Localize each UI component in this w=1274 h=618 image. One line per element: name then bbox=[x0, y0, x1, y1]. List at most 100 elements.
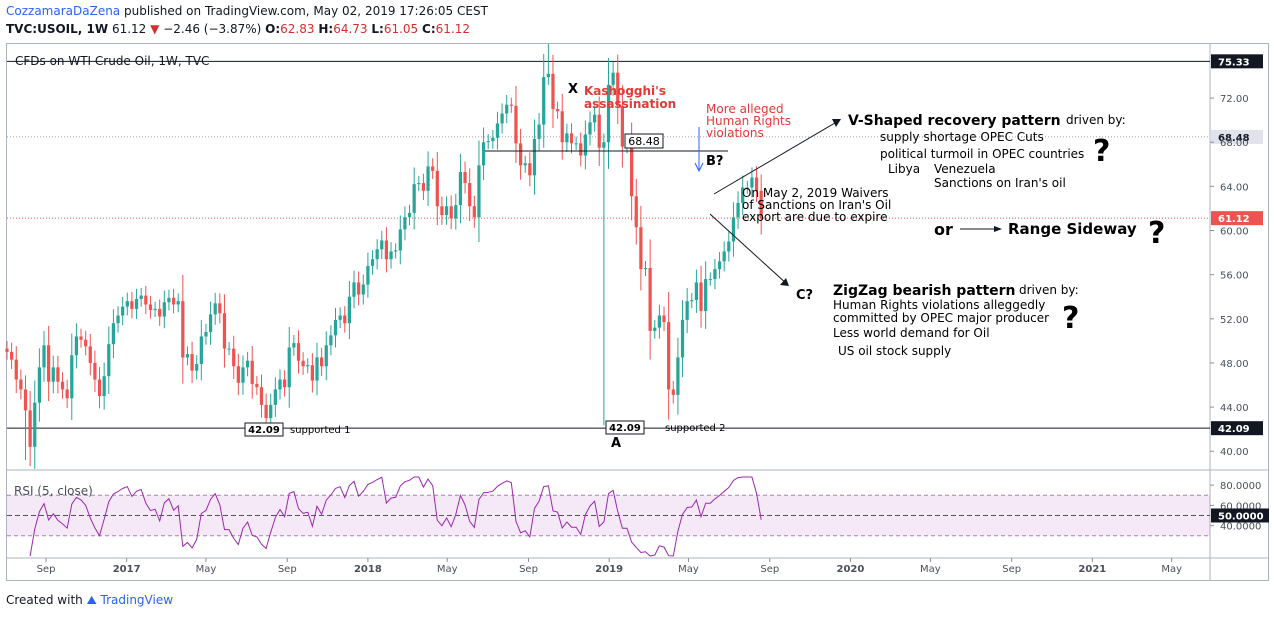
candle-body bbox=[176, 301, 180, 305]
candle-body bbox=[542, 77, 546, 125]
candle-body bbox=[630, 146, 634, 197]
candle-body bbox=[667, 322, 671, 390]
price-tick-label: 68.00 bbox=[1220, 138, 1249, 149]
candle-body bbox=[616, 72, 620, 106]
candle-body bbox=[28, 410, 32, 447]
candle-body bbox=[292, 343, 296, 348]
candle-body bbox=[264, 404, 268, 419]
candle-body bbox=[671, 389, 675, 395]
candle-body bbox=[583, 134, 587, 156]
candle-body bbox=[569, 133, 574, 144]
candle-body bbox=[708, 279, 712, 281]
candle-body bbox=[417, 183, 421, 185]
candle-body bbox=[523, 163, 527, 166]
candle-series bbox=[5, 44, 763, 469]
candle-body bbox=[195, 364, 199, 371]
support-1-value: 42.09 bbox=[248, 425, 280, 436]
candle-body bbox=[121, 306, 125, 316]
level-tag-text-61.12: 61.12 bbox=[1218, 214, 1250, 225]
candle-body bbox=[579, 143, 583, 156]
candle-body bbox=[375, 249, 379, 260]
kashogghi-label-2: assassination bbox=[584, 97, 676, 111]
candle-body bbox=[750, 177, 754, 188]
down-arrow-icon: ▼ bbox=[150, 22, 160, 36]
candle-body bbox=[491, 137, 495, 142]
candle-body bbox=[74, 336, 79, 356]
candle-body bbox=[343, 315, 347, 324]
candle-body bbox=[361, 284, 365, 295]
created-with-text: Created with bbox=[6, 593, 83, 607]
candle-body bbox=[421, 183, 426, 191]
candle-body bbox=[352, 282, 356, 297]
candle-body bbox=[111, 323, 116, 345]
time-tick-label: Sep bbox=[278, 564, 297, 575]
price-axis[interactable]: 72.00 68.00 64.00 60.00 56.00 52.00 48.00 44.00… bbox=[1210, 94, 1249, 458]
candle-body bbox=[37, 367, 42, 403]
zigzag-reason-3: Less world demand for Oil bbox=[833, 326, 990, 340]
candle-body bbox=[171, 297, 176, 305]
close-value: 61.12 bbox=[435, 22, 470, 36]
candle-body bbox=[181, 301, 185, 358]
candle-body bbox=[320, 357, 324, 367]
time-axis[interactable]: Sep 2017 May Sep 2018 May Sep 2019 May Sep 2020 May… bbox=[37, 558, 1183, 575]
v-shape-arrow[interactable] bbox=[713, 119, 841, 195]
candle-body bbox=[662, 315, 666, 323]
time-tick-label: May bbox=[920, 564, 941, 575]
time-tick-label: 2020 bbox=[837, 564, 865, 575]
candle-body bbox=[560, 111, 564, 143]
candle-body bbox=[597, 114, 601, 148]
publish-info: CozzamaraDaZena published on TradingView… bbox=[6, 4, 488, 18]
candle-body bbox=[14, 359, 18, 380]
candle-body bbox=[676, 357, 680, 395]
v-shape-arrow-head bbox=[832, 119, 841, 127]
candle-body bbox=[412, 184, 416, 213]
candle-body bbox=[514, 105, 518, 144]
candle-body bbox=[458, 172, 463, 206]
price-tick-label: 56.00 bbox=[1220, 271, 1249, 282]
publish-text: published on TradingView.com, May 02, 20… bbox=[124, 4, 488, 18]
candle-body bbox=[713, 269, 717, 280]
candle-body bbox=[134, 298, 139, 309]
candle-body bbox=[454, 205, 458, 219]
candle-body bbox=[754, 177, 759, 191]
price-tick-label: 72.00 bbox=[1220, 94, 1249, 105]
candle-body bbox=[306, 365, 310, 367]
candle-body bbox=[236, 366, 240, 383]
candle-body bbox=[144, 295, 148, 305]
tradingview-brand[interactable]: TradingView bbox=[100, 593, 174, 607]
candle-body bbox=[643, 268, 648, 270]
candle-body bbox=[505, 104, 509, 114]
candle-body bbox=[185, 354, 190, 358]
level-6848-label: 68.48 bbox=[628, 135, 660, 148]
candle-body bbox=[565, 133, 569, 143]
price-change: −2.46 (−3.87%) bbox=[163, 22, 262, 36]
candle-body bbox=[398, 229, 402, 251]
level-tag-68.48 bbox=[1211, 129, 1263, 144]
candle-body bbox=[736, 202, 740, 218]
candle-body bbox=[449, 206, 453, 219]
candle-body bbox=[431, 166, 435, 171]
candle-body bbox=[208, 314, 213, 333]
candle-body bbox=[588, 122, 592, 135]
time-tick-label: May bbox=[437, 564, 458, 575]
candle-body bbox=[139, 295, 143, 299]
candle-body bbox=[33, 402, 37, 447]
candle-body bbox=[51, 367, 55, 382]
time-tick-label: May bbox=[1161, 564, 1182, 575]
annotations: 68.48 X Kashogghi's assassination More a… bbox=[244, 82, 1165, 451]
author-link[interactable]: CozzamaraDaZena bbox=[6, 4, 121, 18]
candle-body bbox=[329, 335, 333, 346]
footer: Created with ⛰ TradingView bbox=[6, 593, 173, 608]
zigzag-arrow[interactable] bbox=[709, 213, 789, 286]
candle-body bbox=[232, 348, 236, 367]
candle-body bbox=[273, 389, 277, 405]
candle-body bbox=[657, 315, 662, 328]
candle-body bbox=[42, 345, 46, 368]
candle-body bbox=[47, 345, 51, 382]
tradingview-logo-icon[interactable]: ⛰ bbox=[86, 593, 97, 607]
level-tag-text-42.09: 42.09 bbox=[1218, 424, 1250, 435]
candle-body bbox=[296, 343, 301, 361]
time-tick-label: 2019 bbox=[595, 564, 623, 575]
range-arrow-head bbox=[994, 226, 1002, 232]
